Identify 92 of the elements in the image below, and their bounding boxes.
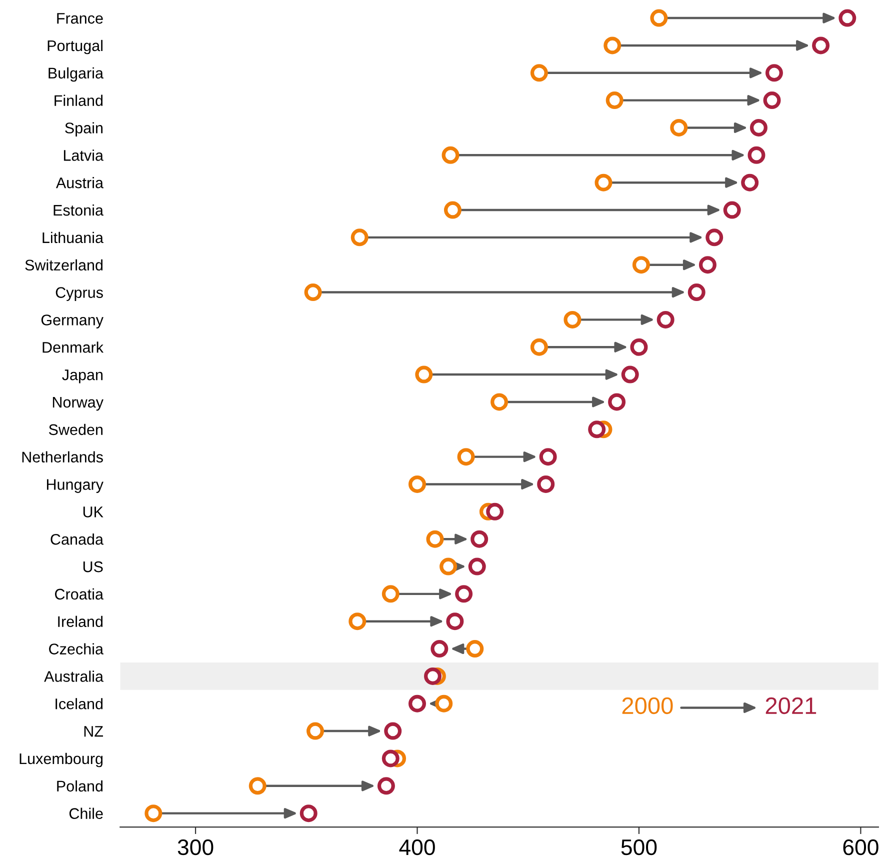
point: [306, 722, 324, 740]
point: [382, 585, 400, 603]
y-tick-label: Ireland: [58, 616, 103, 628]
point: [765, 64, 783, 82]
point: [442, 146, 460, 164]
point: [304, 284, 322, 302]
y-tick-label: Czechia: [49, 643, 104, 654]
point: [588, 420, 606, 438]
point: [435, 694, 453, 712]
point: [144, 804, 162, 822]
point: [698, 256, 716, 274]
point: [838, 9, 856, 27]
point: [408, 694, 426, 712]
point: [537, 475, 555, 493]
point: [723, 201, 741, 219]
point: [621, 366, 639, 384]
point: [630, 338, 648, 356]
point: [632, 256, 650, 274]
point: [604, 36, 622, 54]
point: [430, 640, 448, 658]
point: [490, 393, 508, 411]
x-tick-label: 600: [843, 839, 878, 856]
y-tick-label: US: [83, 561, 103, 572]
point: [426, 530, 444, 548]
point: [688, 284, 706, 302]
point: [350, 228, 368, 246]
y-tick-label: Canada: [50, 534, 104, 545]
point: [650, 9, 668, 27]
point: [606, 92, 624, 110]
point: [348, 612, 366, 630]
point: [455, 585, 473, 603]
point: [470, 530, 488, 548]
y-tick-label: Norway: [52, 396, 104, 411]
point: [594, 174, 612, 192]
point: [424, 667, 442, 685]
y-tick-label: UK: [83, 506, 104, 518]
point: [706, 228, 724, 246]
y-tick-label: Bulgaria: [48, 67, 104, 82]
point: [608, 393, 626, 411]
y-tick-label: Latvia: [64, 150, 104, 161]
x-tick-label: 400: [399, 839, 435, 856]
point: [530, 64, 548, 82]
point: [466, 640, 484, 658]
point: [457, 448, 475, 466]
y-tick-label: Croatia: [55, 588, 104, 600]
y-tick-label: NZ: [84, 726, 104, 737]
point: [384, 722, 402, 740]
point: [440, 558, 458, 576]
point: [446, 612, 464, 630]
x-tick-label: 300: [178, 839, 214, 856]
y-tick-label: Denmark: [42, 342, 104, 353]
y-tick-label: Lithuania: [42, 232, 104, 244]
point: [656, 310, 674, 328]
y-tick-label: Finland: [54, 94, 103, 106]
point: [763, 92, 781, 110]
point: [539, 448, 557, 466]
point: [530, 338, 548, 356]
y-tick-label: Germany: [41, 314, 104, 328]
text: 2021: [766, 697, 816, 714]
point: [748, 146, 766, 164]
y-tick-label: Luxembourg: [20, 752, 103, 768]
point: [408, 475, 426, 493]
point: [300, 804, 318, 822]
y-tick-label: France: [57, 13, 103, 24]
point: [382, 750, 400, 768]
y-tick-label: Poland: [57, 780, 102, 792]
x-tick-label: 500: [621, 839, 657, 856]
y-tick-label: Netherlands: [22, 451, 103, 462]
point: [564, 310, 582, 328]
y-tick-label: Iceland: [56, 698, 103, 710]
point: [812, 36, 830, 54]
y-tick-label: Austria: [56, 177, 104, 188]
point: [750, 118, 768, 136]
y-tick-label: Chile: [69, 808, 103, 820]
y-tick-label: Cyprus: [56, 287, 103, 301]
point: [248, 777, 266, 795]
point: [670, 118, 688, 136]
point: [444, 201, 462, 219]
y-tick-label: Switzerland: [25, 259, 102, 271]
point: [741, 174, 759, 192]
y-tick-label: Estonia: [54, 204, 104, 216]
point: [377, 777, 395, 795]
y-tick-label: Australia: [44, 670, 104, 682]
point: [468, 558, 486, 576]
text: 2000: [622, 697, 673, 714]
y-tick-label: Japan: [62, 370, 102, 384]
point: [486, 502, 504, 520]
y-tick-label: Sweden: [48, 424, 102, 436]
point: [415, 366, 433, 384]
y-tick-label: Spain: [65, 122, 102, 136]
y-tick-label: Hungary: [46, 479, 104, 493]
y-tick-label: Portugal: [48, 40, 102, 54]
